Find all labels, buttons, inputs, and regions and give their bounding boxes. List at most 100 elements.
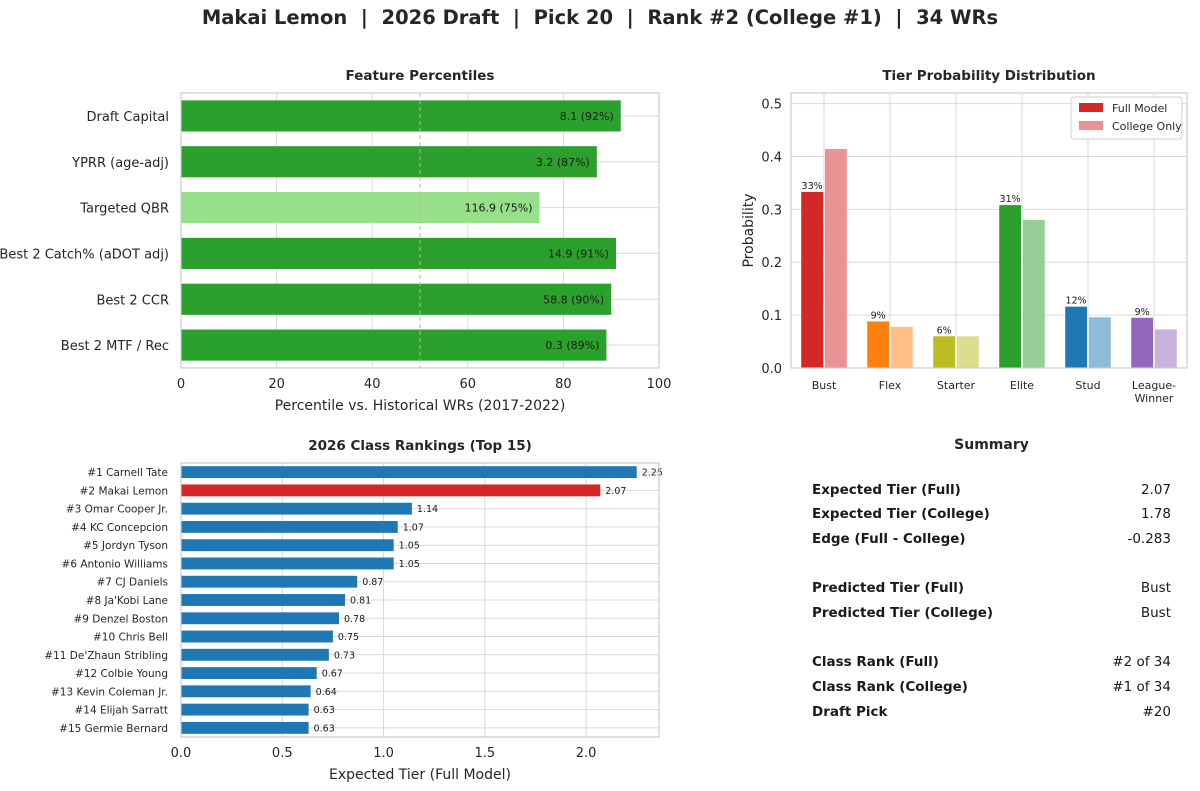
class-rankings-panel: 2026 Class Rankings (Top 15) 0.0 0.5 1.0 1.5…	[44, 438, 663, 783]
player-bar	[181, 520, 398, 533]
full-model-bar	[867, 321, 889, 368]
plot-frame	[790, 92, 1188, 369]
summary-label: Predicted Tier (Full)	[812, 580, 965, 596]
x-tick-label: Stud	[1075, 379, 1100, 392]
y-tick-label: #2 Makai Lemon	[80, 485, 168, 497]
x-tick-label: 2.0	[576, 746, 597, 761]
x-axis-label: Percentile vs. Historical WRs (2017-2022…	[275, 398, 566, 414]
y-tick-label: Targeted QBR	[79, 202, 169, 217]
y-tick-label: #1 Carnell Tate	[87, 467, 168, 479]
summary-label: Edge (Full - College)	[812, 531, 966, 547]
summary-value: 2.07	[1140, 482, 1171, 498]
summary-label: Class Rank (Full)	[812, 654, 939, 670]
y-tick-label: #10 Chris Bell	[93, 632, 168, 644]
bar-value-label: 1.14	[417, 504, 438, 515]
summary-title: Summary	[954, 437, 1029, 453]
x-tick-label: 80	[555, 377, 572, 392]
bar-value-label: 116.9 (75%)	[464, 202, 532, 215]
summary-label: Expected Tier (Full)	[812, 482, 961, 498]
legend-entry: Full Model	[1112, 102, 1167, 115]
highlighted-player-bar	[181, 484, 601, 497]
y-tick-label: Best 2 Catch% (aDOT adj)	[0, 247, 169, 262]
y-tick-label: #9 Denzel Boston	[73, 613, 168, 625]
player-bar	[181, 557, 394, 570]
y-tick-label: #7 CJ Daniels	[96, 577, 168, 589]
college-only-bar	[825, 149, 847, 368]
summary-value: #20	[1142, 704, 1172, 720]
percentile-bar	[181, 146, 597, 178]
chart-title: 2026 Class Rankings (Top 15)	[308, 438, 532, 454]
bar-value-label: 31%	[1000, 194, 1021, 205]
y-tick-label: 0.3	[761, 203, 782, 218]
chart-title: Feature Percentiles	[346, 68, 495, 84]
plot-frame	[180, 92, 660, 369]
bar-value-label: 0.67	[322, 669, 343, 680]
x-tick-label: 20	[268, 377, 285, 392]
summary-label: Draft Pick	[812, 704, 888, 720]
bar-value-label: 0.63	[314, 723, 335, 734]
y-axis-label: Probability	[741, 193, 757, 267]
x-tick-label: Flex	[879, 379, 902, 392]
summary-value: -0.283	[1127, 531, 1171, 547]
y-tick-label: #4 KC Concepcion	[71, 522, 168, 534]
player-bar	[181, 630, 333, 643]
bar-value-label: 0.64	[316, 687, 337, 698]
y-tick-label: 0.1	[761, 309, 782, 324]
player-bar	[181, 721, 309, 734]
bar-value-label: 2.07	[605, 486, 626, 497]
figure-title: Makai Lemon | 2026 Draft | Pick 20 | Ran…	[201, 6, 999, 29]
x-tick-label: 0	[177, 377, 185, 392]
summary-value: #1 of 34	[1112, 679, 1171, 695]
legend: Full Model College Only	[1070, 96, 1183, 140]
full-model-bar	[933, 336, 955, 368]
bar-value-label: 0.3 (89%)	[545, 339, 599, 352]
y-tick-label: #6 Antonio Williams	[62, 558, 168, 570]
y-tick-label: #14 Elijah Sarratt	[74, 705, 168, 717]
percentile-bar	[181, 283, 612, 315]
bar-value-label: 0.63	[314, 705, 335, 716]
player-bar	[181, 466, 637, 479]
y-tick-label: Best 2 CCR	[96, 293, 169, 308]
player-bar	[181, 648, 329, 661]
x-tick-label: 60	[460, 377, 477, 392]
full-model-bar	[801, 191, 823, 368]
full-model-bar	[1065, 306, 1087, 368]
y-tick-label: #15 Germie Bernard	[59, 723, 168, 735]
player-bar	[181, 667, 317, 680]
bar-value-label: 9%	[1135, 307, 1150, 318]
percentile-bar	[181, 237, 616, 269]
summary-label: Predicted Tier (College)	[812, 605, 994, 621]
y-tick-label: #11 De'Zhaun Stribling	[44, 650, 168, 662]
bar-value-label: 1.07	[403, 522, 424, 533]
y-tick-label: YPRR (age-adj)	[71, 156, 169, 171]
player-bar	[181, 612, 339, 625]
bar-value-label: 8.1 (92%)	[560, 110, 614, 123]
player-bar	[181, 685, 311, 698]
tier-probability-panel: Tier Probability Distribution 0.0 0.1 0.2 0.…	[741, 68, 1188, 405]
x-tick-label: 1.0	[373, 746, 394, 761]
summary-value: Bust	[1140, 605, 1171, 621]
college-only-bar	[957, 336, 979, 368]
full-model-bar	[1131, 317, 1153, 368]
y-tick-label: #3 Omar Cooper Jr.	[66, 504, 168, 516]
x-tick-label: 100	[647, 377, 672, 392]
college-only-bar	[1089, 317, 1111, 368]
player-bar	[181, 703, 309, 716]
bar-value-label: 0.75	[338, 632, 359, 643]
y-tick-label: Best 2 MTF / Rec	[61, 339, 169, 354]
summary-label: Expected Tier (College)	[812, 506, 990, 522]
x-tick-label: League-Winner	[1132, 379, 1176, 405]
bar-value-label: 1.05	[399, 541, 420, 552]
percentile-bar	[181, 100, 621, 132]
y-tick-label: #5 Jordyn Tyson	[83, 540, 168, 552]
bar-value-label: 1.05	[399, 559, 420, 570]
x-tick-label: Starter	[937, 379, 976, 392]
x-tick-label: Bust	[812, 379, 837, 392]
y-tick-label: 0.0	[761, 362, 782, 377]
bar-value-label: 12%	[1066, 296, 1087, 307]
full-model-bar	[999, 205, 1021, 368]
bar-value-label: 33%	[802, 181, 823, 192]
player-bar	[181, 502, 412, 515]
summary-label: Class Rank (College)	[812, 679, 968, 695]
legend-swatch	[1079, 103, 1103, 112]
